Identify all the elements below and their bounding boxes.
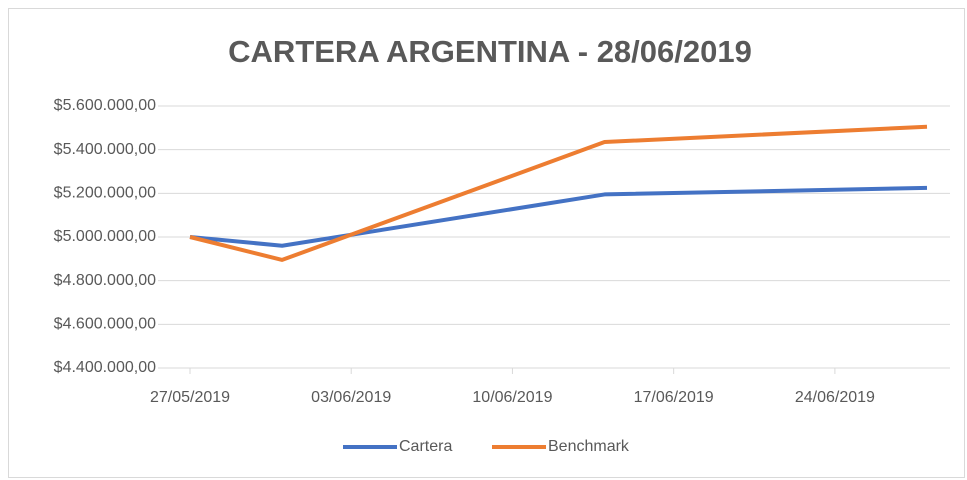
line-series: [189, 185, 928, 248]
line-series: [189, 124, 928, 262]
x-tick-label: 17/06/2019: [634, 389, 714, 406]
x-tick-label: 24/06/2019: [795, 389, 875, 406]
y-tick-label: $4.600.000,00: [54, 316, 156, 333]
y-tick-label: $5.000.000,00: [54, 228, 156, 245]
chart-title: CARTERA ARGENTINA - 28/06/2019: [228, 34, 752, 69]
x-tick-label: 27/05/2019: [150, 389, 230, 406]
y-tick-label: $4.800.000,00: [54, 272, 156, 289]
chart-border: [8, 8, 965, 478]
y-tick-label: $4.400.000,00: [54, 359, 156, 376]
y-tick-label: $5.200.000,00: [54, 185, 156, 202]
legend-label: Cartera: [399, 438, 452, 455]
legend-label: Benchmark: [548, 438, 630, 455]
x-tick-label: 03/06/2019: [311, 389, 391, 406]
x-tick-label: 10/06/2019: [472, 389, 552, 406]
y-tick-label: $5.400.000,00: [54, 141, 156, 158]
y-tick-label: $5.600.000,00: [54, 97, 156, 114]
